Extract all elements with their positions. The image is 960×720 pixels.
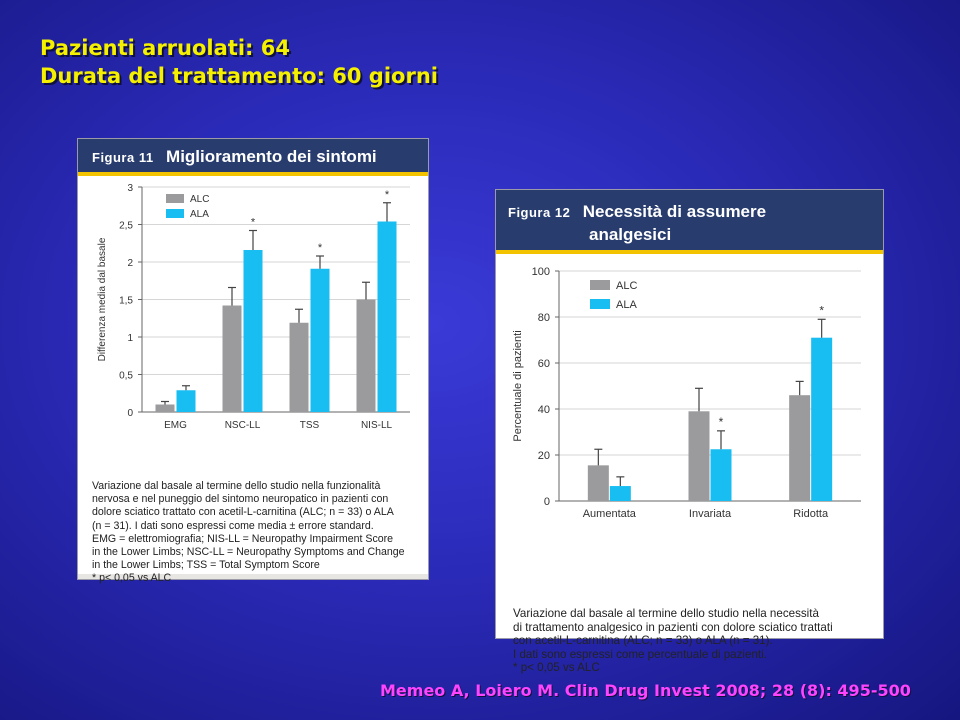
y-tick-label: 1 bbox=[127, 333, 133, 344]
bar-ala bbox=[243, 250, 263, 412]
y-tick-label: 2,5 bbox=[119, 221, 133, 232]
bar-ala bbox=[377, 221, 397, 412]
y-tick-label: 40 bbox=[538, 404, 550, 416]
figure-12-card: Figura 12 Necessità di assumere analgesi… bbox=[495, 189, 884, 674]
bar-ala bbox=[710, 449, 732, 501]
x-tick-label: Invariata bbox=[689, 508, 732, 520]
significance-marker: * bbox=[385, 189, 390, 201]
bar-ala bbox=[609, 486, 631, 501]
caption-line: * p< 0,05 vs ALC bbox=[513, 661, 600, 675]
caption-line: Variazione dal basale al termine dello s… bbox=[92, 480, 381, 492]
x-tick-label: Aumentata bbox=[583, 508, 637, 520]
significance-marker: * bbox=[318, 242, 323, 254]
y-tick-label: 0,5 bbox=[119, 371, 133, 382]
x-tick-label: TSS bbox=[300, 420, 320, 431]
title-line-1: Pazienti arruolati: 64 bbox=[40, 36, 290, 60]
legend-swatch-alc bbox=[590, 280, 610, 290]
y-tick-label: 0 bbox=[544, 496, 550, 508]
y-axis-label: Differenza media dal basale bbox=[97, 237, 108, 361]
x-tick-label: NIS-LL bbox=[361, 420, 393, 431]
figure-11-plot-area: 0 0,5 1 1,5 2 2,5 3 Differenza media dal basale… bbox=[78, 176, 428, 584]
legend-swatch-alc bbox=[166, 194, 184, 203]
y-tick-label: 1,5 bbox=[119, 296, 133, 307]
bar-alc bbox=[155, 404, 175, 412]
y-tick-label: 60 bbox=[538, 358, 550, 370]
y-tick-label: 0 bbox=[127, 408, 133, 419]
figure-11-card: Figura 11 Miglioramento dei sintomi 0 0,5… bbox=[77, 138, 429, 584]
x-tick-label: EMG bbox=[164, 420, 187, 431]
y-tick-label: 80 bbox=[538, 312, 550, 324]
figure-11-caption: Variazione dal basale al termine dello s… bbox=[92, 480, 405, 586]
figure-11-label: Figura 11 bbox=[92, 150, 154, 165]
legend-swatch-ala bbox=[590, 299, 610, 309]
legend-label: ALC bbox=[190, 194, 209, 205]
figure-12-label: Figura 12 bbox=[508, 205, 571, 220]
y-axis-label: Percentuale di pazienti bbox=[512, 330, 524, 441]
title-line-2: Durata del trattamento: 60 giorni bbox=[40, 64, 438, 88]
legend-label: ALC bbox=[616, 280, 637, 292]
figure-12-header: Figura 12 Necessità di assumere analgesi… bbox=[496, 190, 883, 250]
bar-ala bbox=[811, 337, 833, 501]
y-tick-label: 2 bbox=[127, 258, 133, 269]
figure-11-header: Figura 11 Miglioramento dei sintomi bbox=[78, 139, 428, 172]
citation: Memeo A, Loiero M. Clin Drug Invest 2008… bbox=[380, 681, 911, 700]
figure-12-title-line-2: analgesici bbox=[589, 225, 672, 244]
bar-alc bbox=[289, 322, 309, 412]
legend-swatch-ala bbox=[166, 209, 184, 218]
figure-11-accent-stripe bbox=[78, 172, 428, 176]
significance-marker: * bbox=[819, 303, 824, 317]
bar-alc bbox=[587, 465, 609, 501]
figure-12-caption: Variazione dal basale al termine dello s… bbox=[513, 607, 833, 675]
caption-line: con acetil-L-carnitina (ALC; n = 33) o A… bbox=[513, 634, 773, 648]
legend-label: ALA bbox=[616, 299, 637, 311]
bar-alc bbox=[356, 299, 376, 412]
caption-line: Variazione dal basale al termine dello s… bbox=[513, 607, 819, 620]
bar-ala bbox=[310, 268, 330, 412]
figure-12-chart: 0 20 40 60 80 100 Percentuale di pazienti Aumen… bbox=[512, 266, 861, 520]
caption-line: in the Lower Limbs; NSC-LL = Neuropathy … bbox=[92, 546, 405, 559]
x-tick-label: NSC-LL bbox=[225, 420, 261, 431]
bar-ala bbox=[176, 390, 196, 412]
bar-alc bbox=[789, 395, 811, 501]
y-tick-label: 100 bbox=[532, 266, 550, 278]
caption-line: di trattamento analgesico in pazienti co… bbox=[513, 620, 833, 634]
figure-12-plot-area: 0 20 40 60 80 100 Percentuale di pazienti Aumen… bbox=[496, 254, 883, 674]
caption-line: (n = 31). I dati sono espressi come medi… bbox=[92, 519, 374, 532]
bar-alc bbox=[688, 411, 710, 501]
figure-12-title-line-1: Necessità di assumere bbox=[582, 202, 767, 221]
slide-title: Pazienti arruolati: 64 Durata del tratta… bbox=[40, 34, 438, 90]
caption-line: in the Lower Limbs; TSS = Total Symptom … bbox=[92, 559, 320, 572]
caption-line: dolore sciatico trattato con acetil-L-ca… bbox=[92, 506, 394, 519]
figure-11-chart: 0 0,5 1 1,5 2 2,5 3 Differenza media dal basale… bbox=[97, 183, 410, 431]
significance-marker: * bbox=[719, 415, 724, 429]
bar-alc bbox=[222, 305, 242, 412]
x-tick-label: Ridotta bbox=[793, 508, 829, 520]
y-tick-label: 20 bbox=[538, 450, 550, 462]
y-tick-label: 3 bbox=[127, 183, 133, 194]
significance-marker: * bbox=[251, 217, 256, 229]
legend-label: ALA bbox=[190, 209, 209, 220]
figure-12-accent-stripe bbox=[496, 250, 883, 254]
figure-11-title: Miglioramento dei sintomi bbox=[166, 147, 377, 166]
caption-line: EMG = elettromiografia; NIS-LL = Neuropa… bbox=[92, 532, 394, 545]
caption-line: I dati sono espressi come percentuale di… bbox=[513, 647, 767, 661]
caption-line: * p< 0,05 vs ALC bbox=[92, 572, 172, 585]
caption-line: nervosa e nel puneggio del sintomo neuro… bbox=[92, 493, 389, 506]
